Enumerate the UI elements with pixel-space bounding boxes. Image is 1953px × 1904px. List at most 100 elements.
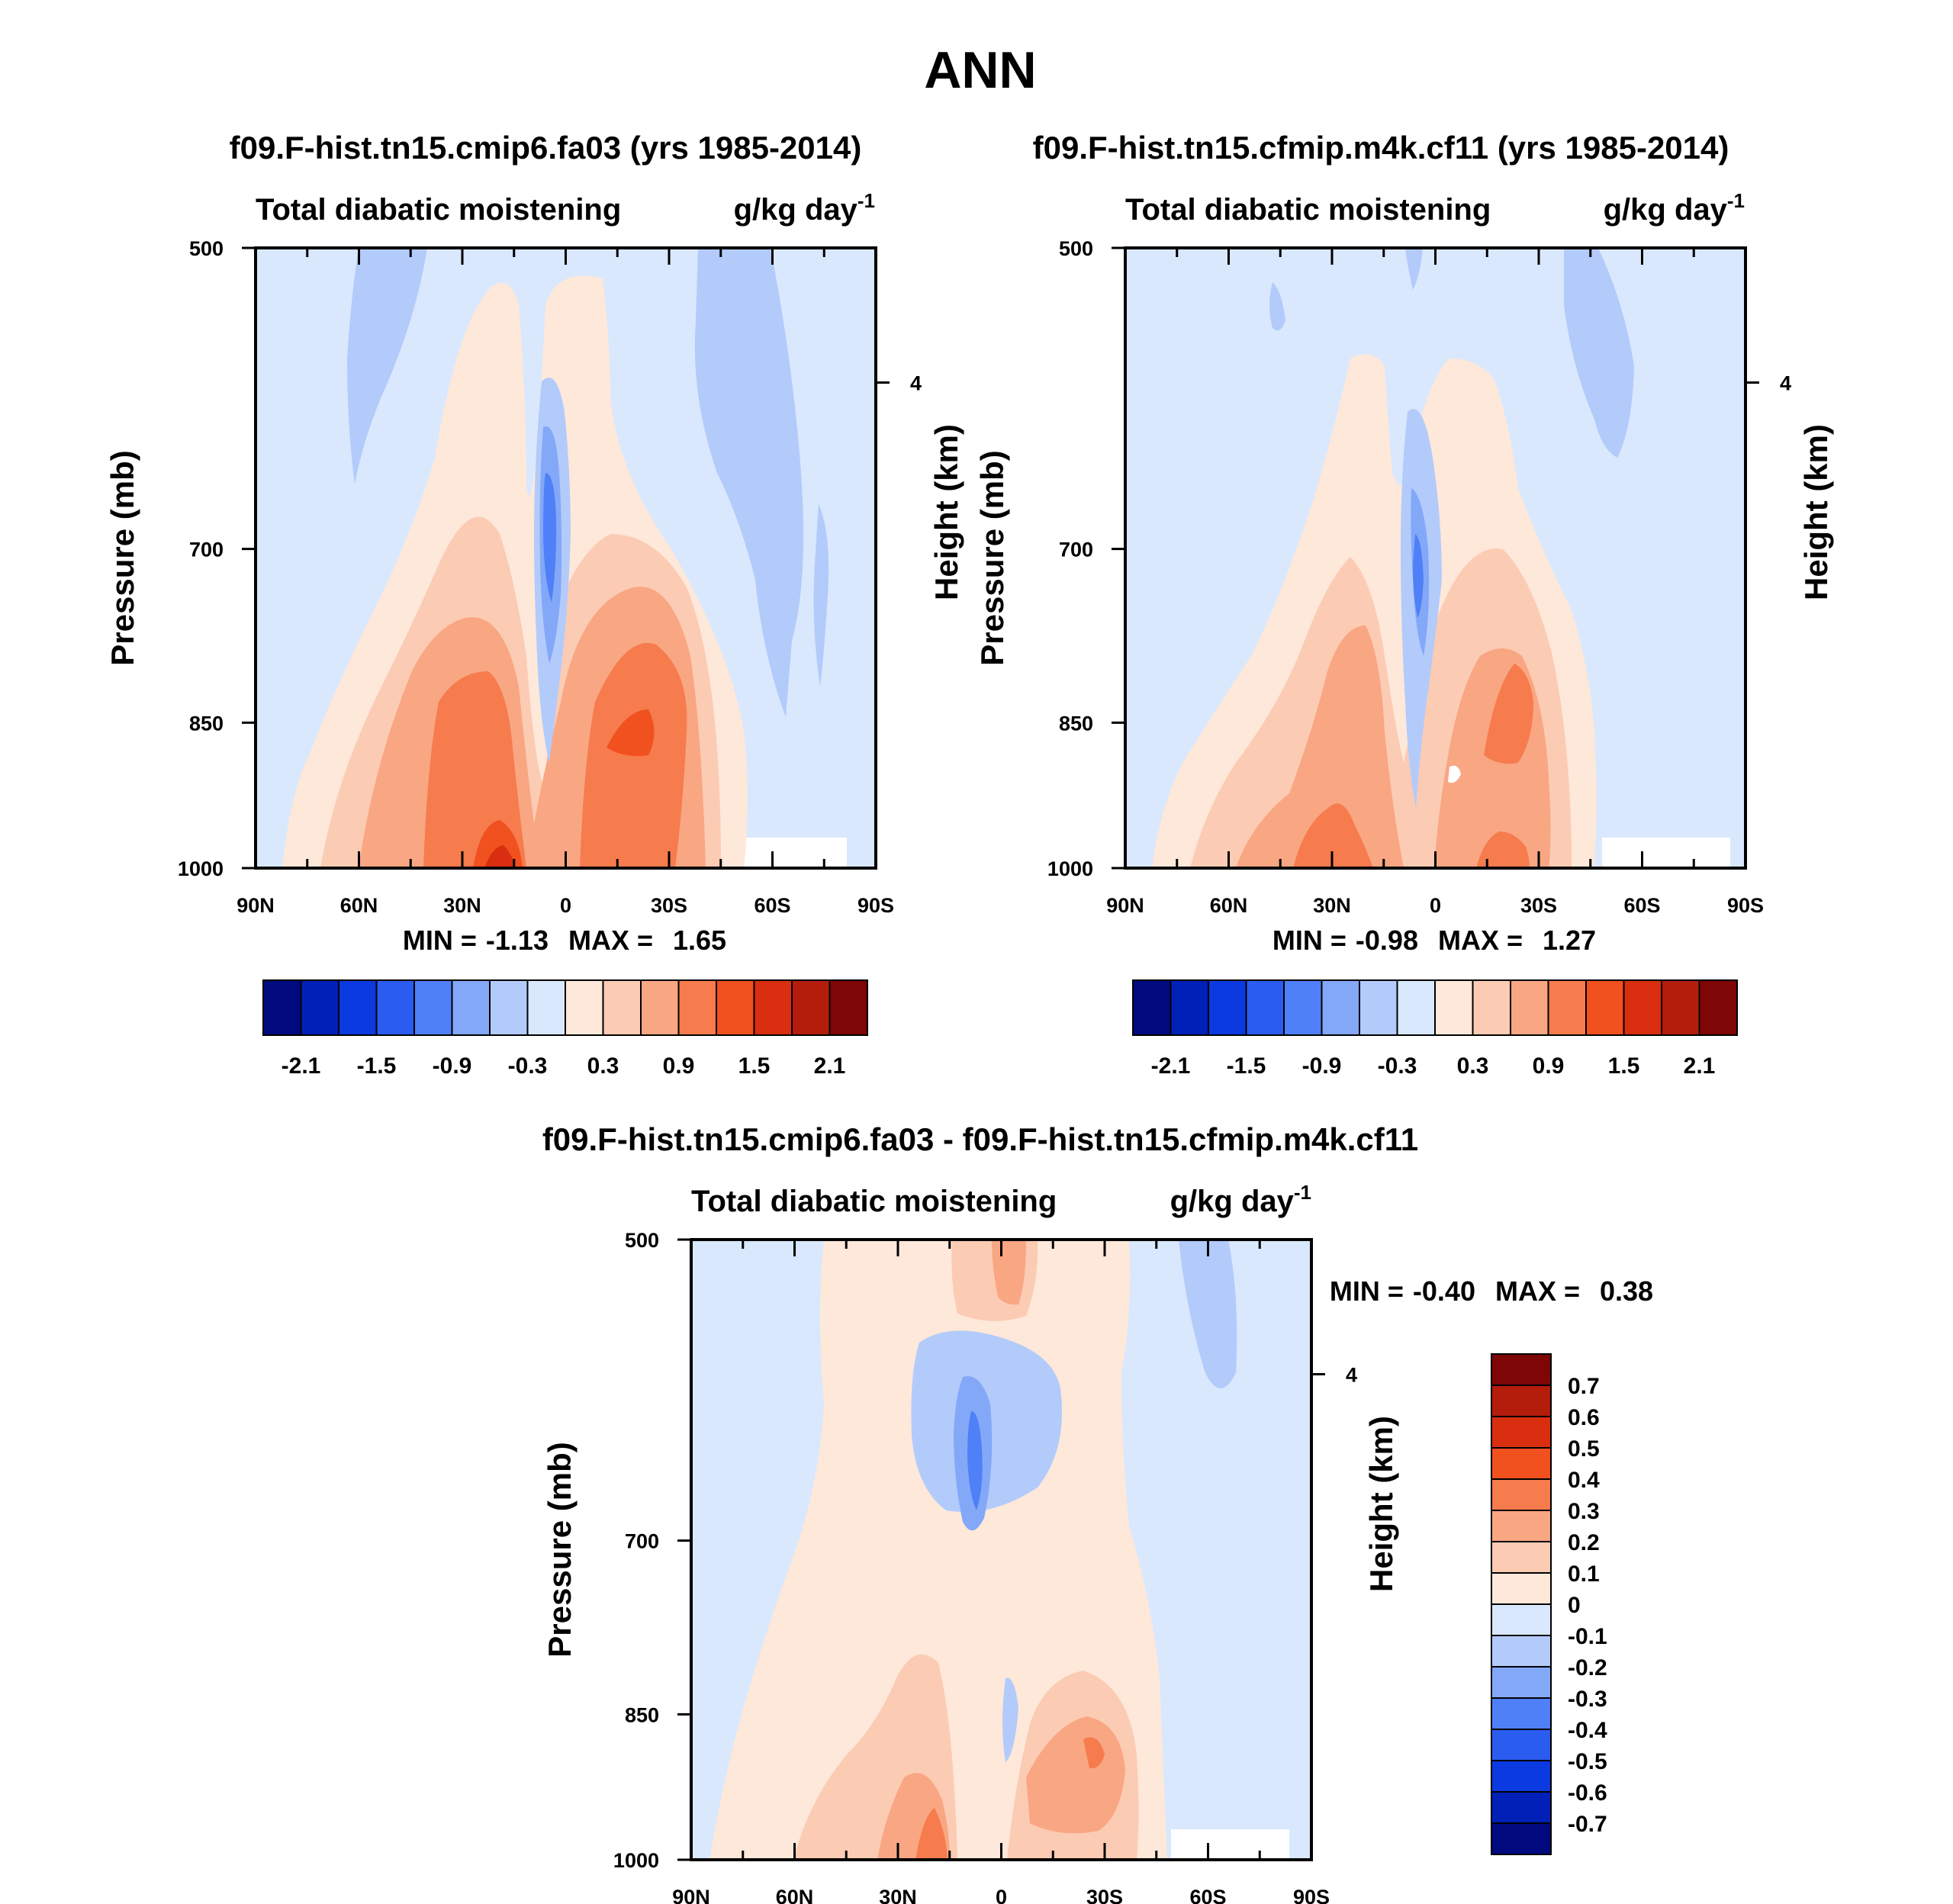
contour-pos-4: [473, 709, 655, 868]
panel-experiment-units-exponent: -1: [1727, 189, 1745, 212]
colorbar-label: 2.1: [1684, 1053, 1716, 1079]
contour-neg-tropical-3: [543, 473, 557, 603]
contour-neg-upper-left: [347, 248, 427, 484]
panel-difference-colorbar: 0.7 0.6 0.5 0.4 0.3 0.2 0.1 0 -0.1 -0.2 -0.3 -0.4 -0…: [1491, 1353, 1607, 1855]
colorbar-box: [1434, 979, 1474, 1036]
colorbar-label: 1.5: [1608, 1053, 1640, 1079]
x-tick-label: 0: [560, 894, 571, 917]
colorbar-box: [1547, 979, 1587, 1036]
colorbar-box: [1661, 979, 1700, 1036]
colorbar-label: -2.1: [1151, 1053, 1191, 1079]
x-tick-label: 90N: [1106, 894, 1144, 917]
y-right-axis-title: Height (km): [1363, 1416, 1399, 1592]
contour-white-patch: [736, 838, 847, 868]
colorbar-box: [602, 979, 642, 1036]
colorbar-box: [1208, 979, 1247, 1036]
panel-difference: f09.F-hist.tn15.cmip6.fa03 - f09.F-hist.…: [542, 1121, 1653, 1904]
x-tick-label: 90S: [1293, 1886, 1330, 1904]
colorbar-box: [1510, 979, 1549, 1036]
panel-control-title: f09.F-hist.tn15.cmip6.fa03 (yrs 1985-201…: [230, 130, 862, 166]
contour-pos-5: [484, 845, 515, 868]
colorbar-box: [1170, 979, 1209, 1036]
panel-control-ticks: [242, 246, 890, 870]
panel-experiment-variable: Total diabatic moistening: [1125, 193, 1491, 227]
x-tick-label: 90S: [1727, 894, 1764, 917]
colorbar-box: [413, 979, 453, 1036]
panel-difference-title: f09.F-hist.tn15.cmip6.fa03 - f09.F-hist.…: [542, 1121, 1418, 1157]
panel-control-colorbar: -2.1 -1.5 -0.9 -0.3 0.3 0.9 1.5 2.1: [262, 979, 868, 1079]
y-tick-label: 700: [625, 1530, 659, 1553]
y-axis-title: Pressure (mb): [105, 450, 140, 665]
panel-control-stats: MIN = -1.13 MAX = 1.65: [403, 925, 726, 956]
panel-control-variable: Total diabatic moistening: [256, 193, 621, 227]
colorbar-label: -0.2: [1568, 1655, 1607, 1680]
colorbar-label: -0.6: [1568, 1780, 1607, 1806]
colorbar-box: [338, 979, 378, 1036]
x-tick-label: 60N: [340, 894, 378, 917]
panel-control: f09.F-hist.tn15.cmip6.fa03 (yrs 1985-201…: [105, 130, 964, 1079]
colorbar-box: [1491, 1478, 1552, 1511]
colorbar-box: [1491, 1510, 1552, 1542]
colorbar-box: [716, 979, 755, 1036]
colorbar-box: [375, 979, 415, 1036]
colorbar-box: [526, 979, 566, 1036]
colorbar-box: [1321, 979, 1360, 1036]
colorbar-label: -1.5: [1227, 1053, 1266, 1079]
x-tick-label: 30S: [651, 894, 687, 917]
panel-difference-field: [690, 1238, 1313, 1861]
panel-difference-units-text: g/kg day: [1170, 1185, 1295, 1218]
colorbar-label: 0.9: [663, 1053, 695, 1079]
y-right-axis-title: Height (km): [928, 424, 964, 600]
x-tick-label: 30N: [443, 894, 481, 917]
colorbar-label: -0.3: [1378, 1053, 1417, 1079]
colorbar-label: 0.6: [1568, 1405, 1600, 1430]
x-tick-label: 30N: [879, 1886, 917, 1904]
colorbar-label: 0.7: [1568, 1374, 1600, 1399]
colorbar-label: 0: [1568, 1593, 1581, 1618]
colorbar-box: [1396, 979, 1436, 1036]
y-tick-label: 850: [1059, 712, 1093, 735]
colorbar-label: -2.1: [282, 1053, 321, 1079]
panel-difference-units-exponent: -1: [1294, 1181, 1311, 1204]
x-tick-label: 0: [996, 1886, 1007, 1904]
y-tick-label: 700: [1059, 539, 1093, 561]
colorbar-box: [828, 979, 868, 1036]
x-tick-label: 90S: [857, 894, 894, 917]
panel-experiment: f09.F-hist.tn15.cfmip.m4k.cf11 (yrs 1985…: [974, 130, 1834, 1079]
panel-difference-units: g/kg day-1: [1170, 1181, 1311, 1218]
figure-title: ANN: [924, 41, 1036, 99]
contour-neg-lower-spot: [1002, 1677, 1018, 1762]
panel-control-min-value: -1.13: [486, 925, 549, 956]
contour-pos-3: [423, 642, 687, 868]
panel-experiment-min-label: MIN =: [1273, 925, 1347, 956]
colorbar-box: [1359, 979, 1398, 1036]
panel-control-field: [254, 246, 877, 870]
colorbar-box: [1491, 1729, 1552, 1761]
contour-pos-3-lower: [915, 1737, 1105, 1860]
contour-neg-right-lower: [1189, 1419, 1266, 1800]
y-right-axis-title: Height (km): [1798, 424, 1834, 600]
contour-neg-right-band: [1179, 1240, 1237, 1388]
panel-control-units: g/kg day-1: [734, 189, 875, 227]
x-tick-label: 60S: [1189, 1886, 1226, 1904]
colorbar-box: [1283, 979, 1323, 1036]
colorbar-box: [1698, 979, 1738, 1036]
panel-experiment-units-text: g/kg day: [1604, 193, 1728, 227]
panel-experiment-axis-labels: 90N 60N 30N 0 30S 60S 90S 500 700 850 1000 4 Pressur…: [974, 237, 1834, 917]
colorbar-box: [1491, 1447, 1552, 1480]
colorbar-label: 0.9: [1533, 1053, 1565, 1079]
panel-experiment-min-value: -0.98: [1356, 925, 1418, 956]
panel-experiment-max-value: 1.27: [1543, 925, 1596, 956]
colorbar-box: [451, 979, 491, 1036]
panel-difference-max-value: 0.38: [1600, 1275, 1653, 1307]
colorbar-box: [1132, 979, 1172, 1036]
panel-experiment-colorbar: -2.1 -1.5 -0.9 -0.3 0.3 0.9 1.5 2.1: [1132, 979, 1738, 1079]
x-tick-label: 30S: [1520, 894, 1557, 917]
y-tick-label: 850: [625, 1703, 659, 1726]
colorbar-box: [640, 979, 680, 1036]
panel-difference-ticks: [677, 1238, 1325, 1861]
colorbar-label: -0.7: [1568, 1812, 1607, 1837]
colorbar-box: [1491, 1353, 1552, 1386]
y-tick-label: 500: [625, 1229, 659, 1252]
